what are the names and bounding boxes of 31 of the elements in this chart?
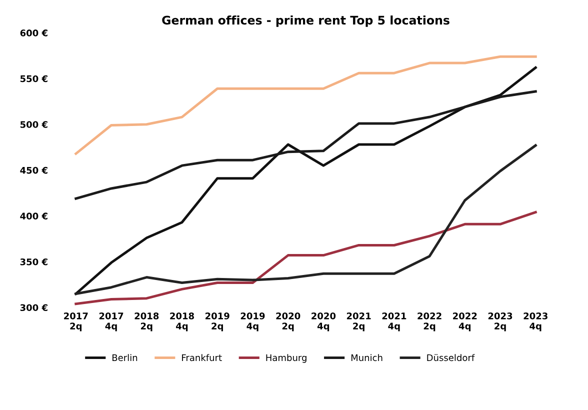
y-tick-label: 500 € — [20, 121, 48, 128]
x-tick-label: 2019 4q — [240, 312, 265, 332]
x-tick-label: 2020 2q — [276, 312, 300, 332]
x-tick-label: 2021 4q — [382, 312, 406, 332]
x-tick-label: 2018 2q — [134, 312, 159, 332]
y-tick-label: 350 € — [20, 258, 48, 266]
line-series — [74, 66, 537, 296]
y-tick-label: 600 € — [20, 30, 48, 36]
x-tick-label: 2018 4q — [170, 312, 194, 332]
x-tick-label: 2017 2q — [64, 312, 88, 332]
y-tick-label: 450 € — [20, 166, 48, 174]
y-tick-label: 300 € — [20, 304, 48, 312]
legend-label: Düsseldorf — [427, 354, 475, 362]
legend-label: Berlin — [112, 354, 138, 362]
line-series — [74, 211, 537, 306]
chart-title: German offices - prime rent Top 5 locations — [162, 15, 450, 27]
y-tick-label: 550 € — [20, 75, 48, 82]
x-tick-label: 2023 4q — [524, 312, 548, 332]
line-series — [74, 55, 537, 155]
y-tick-label: 400 € — [20, 212, 48, 220]
x-tick-label: 2022 2q — [418, 312, 442, 332]
line-series — [74, 144, 537, 296]
x-tick-label: 2019 2q — [206, 312, 230, 332]
x-tick-label: 2017 4q — [99, 312, 124, 332]
x-tick-label: 2022 4q — [453, 312, 477, 332]
x-tick-label: 2021 2q — [346, 312, 371, 332]
x-tick-label: 2020 4q — [312, 312, 336, 332]
legend-label: Hamburg — [266, 354, 306, 363]
legend-label: Frankfurt — [182, 354, 222, 362]
legend-label: Munich — [351, 354, 382, 362]
x-tick-label: 2023 2q — [488, 312, 512, 332]
